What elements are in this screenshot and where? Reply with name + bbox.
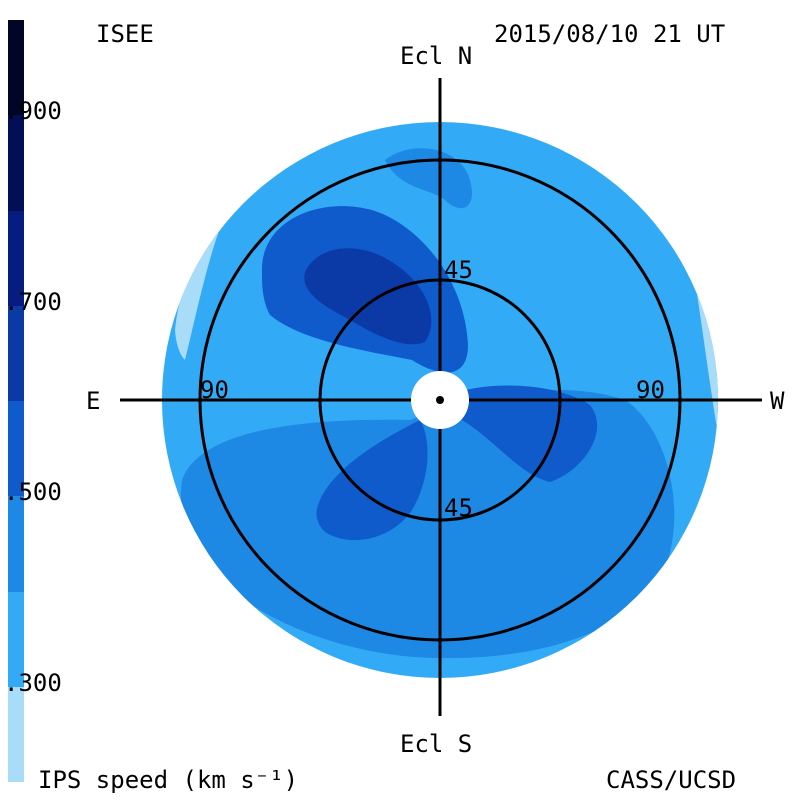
ring-label-45-north: 45 xyxy=(444,256,473,284)
axis-label-south: Ecl S xyxy=(400,730,473,758)
colorbar-segment xyxy=(8,210,24,306)
speed-region-se-lobe xyxy=(456,385,598,482)
colorbar-tick-label: .500 xyxy=(4,478,62,507)
speed-region-western-limb xyxy=(690,250,718,470)
colorbar-tick-label: .300 xyxy=(4,668,62,697)
chart-title: ISEE xyxy=(96,20,154,48)
ring-label-90-east: 90 xyxy=(200,376,229,404)
speed-region-sw-lobe xyxy=(316,420,428,541)
speed-region-eastern-limb xyxy=(175,228,220,360)
colorbar-segment xyxy=(8,686,24,782)
colorbar xyxy=(8,20,24,782)
colorbar-segment xyxy=(8,591,24,687)
colorbar-tick-label: .700 xyxy=(4,287,62,316)
sun-center-dot xyxy=(436,396,444,404)
credit-label: CASS/UCSD xyxy=(606,766,737,794)
timestamp-label: 2015/08/10 21 UT xyxy=(494,20,726,48)
colorbar-segment xyxy=(8,115,24,211)
colorbar-segment xyxy=(8,496,24,592)
ring-label-90-west: 90 xyxy=(636,376,665,404)
axis-label-west: W xyxy=(770,387,785,415)
colorbar-segment xyxy=(8,20,24,116)
elongation-grid xyxy=(120,78,762,716)
colorbar-segment xyxy=(8,305,24,401)
axis-label-north: Ecl N xyxy=(400,42,473,70)
colorbar-tick-label: .900 xyxy=(4,97,62,126)
colorbar-label: IPS speed (km s⁻¹) xyxy=(38,766,299,794)
ring-label-45-south: 45 xyxy=(444,494,473,522)
colorbar-segment xyxy=(8,401,24,497)
speed-region-ne-lobe-core xyxy=(304,248,432,345)
axis-label-east: E xyxy=(86,387,101,415)
